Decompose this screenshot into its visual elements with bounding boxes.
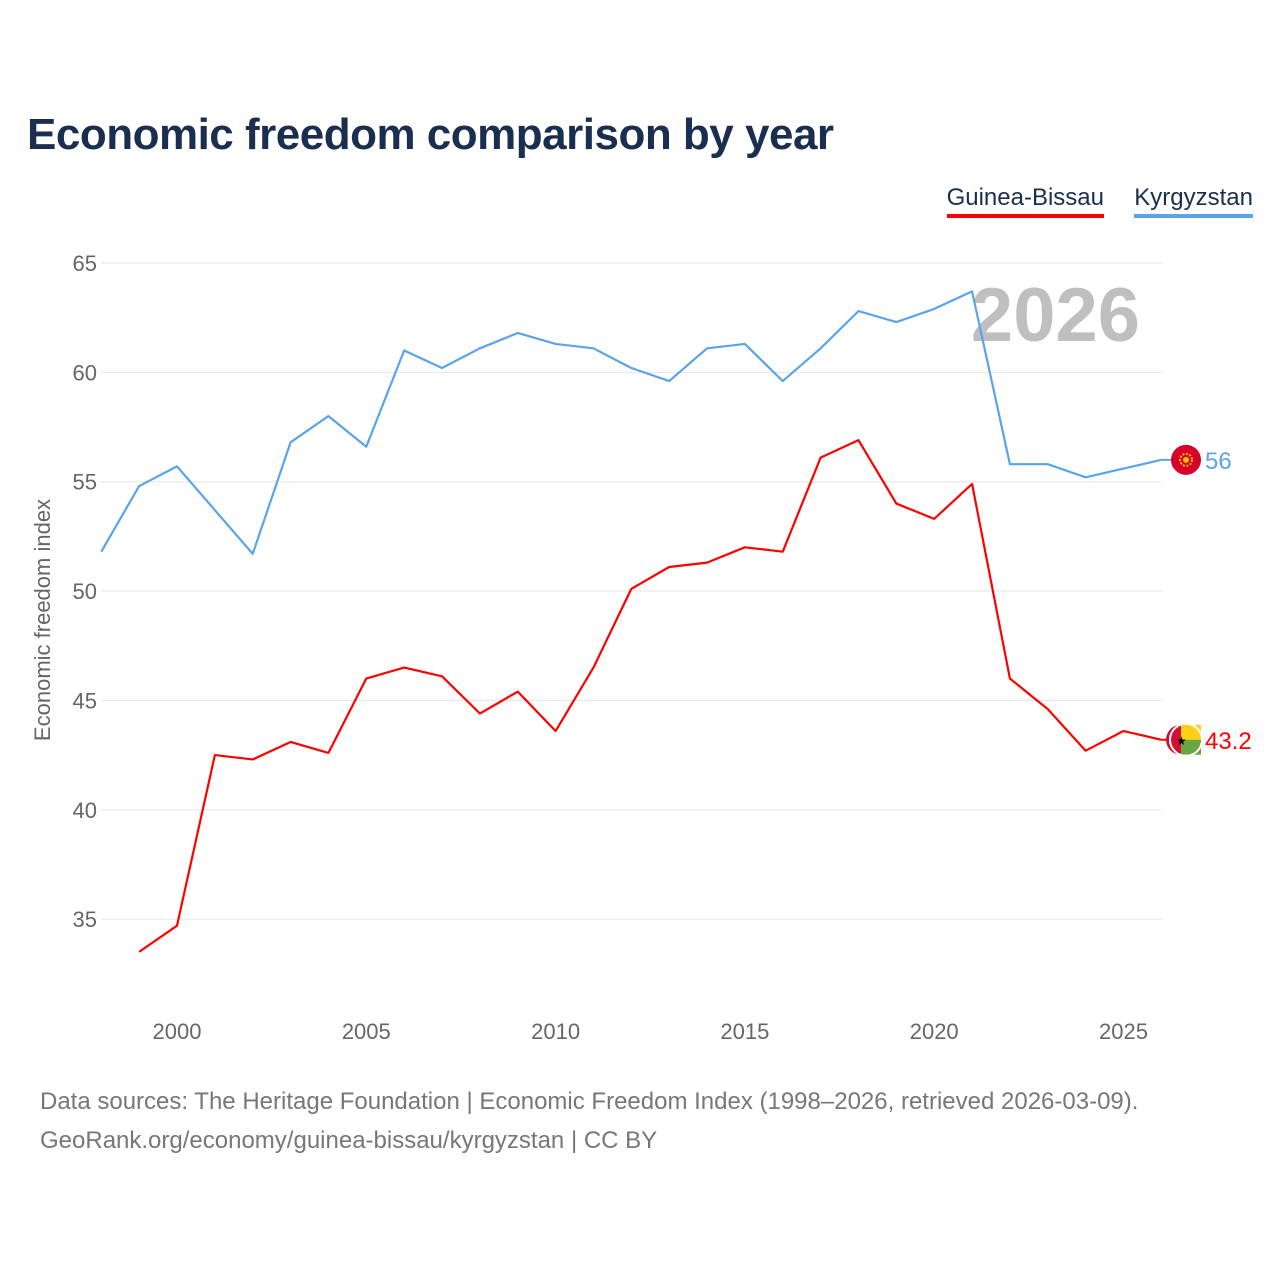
y-tick-label: 35 — [73, 907, 97, 932]
chart-title: Economic freedom comparison by year — [27, 110, 834, 159]
y-tick-label: 45 — [73, 688, 97, 713]
x-tick-label: 2015 — [720, 1019, 769, 1044]
guinea-bissau-flag-icon: ★ — [1166, 722, 1203, 757]
x-tick-label: 2005 — [342, 1019, 391, 1044]
y-tick-label: 50 — [73, 579, 97, 604]
kyrgyzstan-flag-icon — [1171, 444, 1201, 475]
x-tick-label: 2020 — [910, 1019, 959, 1044]
x-tick-label: 2000 — [153, 1019, 202, 1044]
footer-sources: Data sources: The Heritage Foundation | … — [40, 1088, 1139, 1115]
y-tick-label: 65 — [73, 251, 97, 276]
end-value-label: 56 — [1205, 448, 1232, 475]
year-watermark: 2026 — [971, 273, 1140, 358]
svg-text:★: ★ — [1176, 734, 1187, 748]
footer-link[interactable]: GeoRank.org/economy/guinea-bissau/kyrgyz… — [40, 1127, 658, 1154]
y-tick-label: 40 — [73, 798, 97, 823]
y-axis-label: Economic freedom index — [30, 499, 55, 741]
x-tick-label: 2010 — [531, 1019, 580, 1044]
x-tick-label: 2025 — [1099, 1019, 1148, 1044]
y-tick-label: 55 — [73, 470, 97, 495]
series-line-kyrgyzstan[interactable] — [100, 290, 1162, 555]
legend-kyrgyzstan[interactable]: Kyrgyzstan — [1134, 184, 1253, 218]
y-tick-label: 60 — [73, 360, 97, 385]
series-line-guinea-bissau[interactable] — [138, 439, 1162, 953]
legend-guinea-bissau[interactable]: Guinea-Bissau — [946, 184, 1104, 218]
end-value-label: 43.2 — [1205, 728, 1252, 755]
line-chart: 35 40 45 50 55 60 65 2000 2005 2010 2015 2020 2025 Ec… — [30, 251, 1252, 1044]
